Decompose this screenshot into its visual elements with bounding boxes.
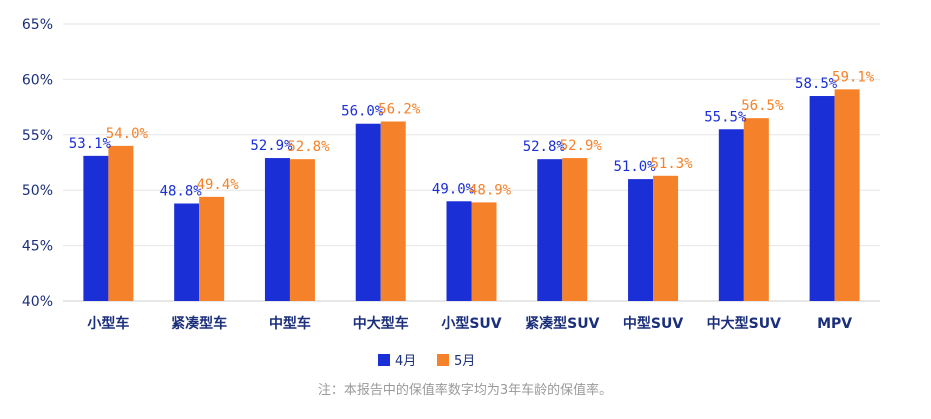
legend-swatch-may <box>437 354 449 366</box>
data-labels: 53.1%54.0%48.8%49.4%52.9%52.8%56.0%56.2%… <box>69 69 875 199</box>
data-label-may: 52.9% <box>560 138 603 154</box>
legend: 4月 5月 <box>378 354 475 369</box>
legend-swatch-april <box>378 354 390 366</box>
data-label-may: 49.4% <box>197 177 240 193</box>
data-label-april: 52.9% <box>250 138 293 154</box>
y-axis-ticks: 40% 45% 50% 55% 60% 65% <box>22 17 53 310</box>
bar-april <box>446 201 472 301</box>
data-label-april: 55.5% <box>704 109 747 125</box>
x-axis-categories: 小型车 紧凑型车 中型车 中大型车 小型SUV 紧凑型SUV 中型SUV 中大型SUV MPV <box>87 315 852 332</box>
footnote: 注：本报告中的保值率数字均为3年车龄的保值率。 <box>318 382 612 398</box>
bar-may <box>289 159 315 301</box>
y-tick-label: 55% <box>22 128 53 144</box>
y-tick-label: 45% <box>22 239 53 255</box>
x-category-label: 中型SUV <box>623 315 683 332</box>
y-tick-label: 40% <box>22 294 53 310</box>
bar-april <box>718 129 744 301</box>
data-label-may: 56.2% <box>378 102 421 118</box>
x-category-label: 中大型SUV <box>707 315 781 332</box>
y-tick-label: 50% <box>22 183 53 199</box>
bar-may <box>562 158 588 301</box>
bar-may <box>380 121 406 301</box>
bar-april <box>264 158 290 301</box>
data-label-may: 52.8% <box>287 139 330 155</box>
x-category-label: 紧凑型车 <box>171 315 227 332</box>
bar-april <box>174 203 200 301</box>
data-label-april: 51.0% <box>613 159 656 175</box>
y-tick-label: 65% <box>22 17 53 33</box>
data-label-may: 51.3% <box>650 156 693 172</box>
bar-may <box>471 202 497 301</box>
legend-label-april: 4月 <box>395 354 416 369</box>
x-category-label: 紧凑型SUV <box>525 315 599 332</box>
bar-may <box>834 89 860 301</box>
data-label-may: 56.5% <box>741 98 784 114</box>
data-label-may: 54.0% <box>106 126 149 142</box>
data-label-april: 49.0% <box>432 181 475 197</box>
x-category-label: 中型车 <box>269 315 311 332</box>
bar-april <box>537 159 563 301</box>
data-label-may: 48.9% <box>469 182 512 198</box>
data-label-may: 59.1% <box>832 69 875 85</box>
x-category-label: 小型SUV <box>441 315 501 332</box>
data-label-april: 58.5% <box>795 76 838 92</box>
data-label-april: 53.1% <box>69 136 112 152</box>
data-label-april: 56.0% <box>341 104 384 120</box>
bar-may <box>653 175 679 301</box>
bar-april <box>355 123 381 301</box>
bar-april <box>83 155 109 301</box>
x-category-label: 小型车 <box>87 315 129 332</box>
data-label-april: 52.8% <box>523 139 566 155</box>
y-tick-label: 60% <box>22 72 53 88</box>
x-category-label: MPV <box>817 316 852 332</box>
bar-april <box>809 96 835 302</box>
legend-label-may: 5月 <box>454 354 475 369</box>
bar-may <box>108 145 134 301</box>
bar-may <box>743 118 769 302</box>
data-label-april: 48.8% <box>160 183 203 199</box>
bar-april <box>628 179 654 301</box>
bar-may <box>199 196 225 301</box>
bars <box>83 89 860 302</box>
x-category-label: 中大型车 <box>353 315 409 332</box>
